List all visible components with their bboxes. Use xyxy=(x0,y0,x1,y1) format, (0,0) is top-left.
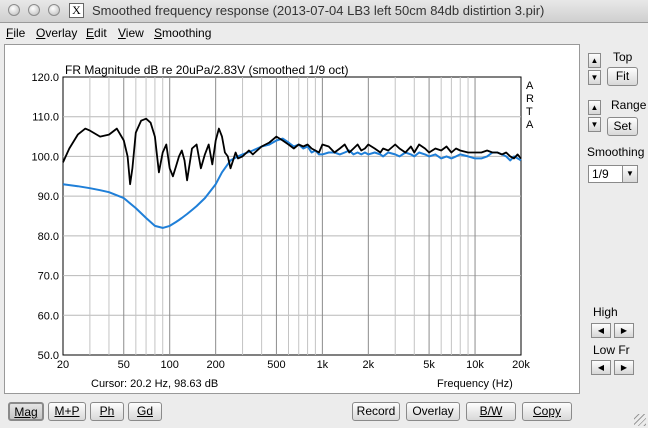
smoothing-value: 1/9 xyxy=(592,167,609,181)
window-title: Smoothed frequency response (2013-07-04 … xyxy=(92,3,545,18)
lowfr-left-button[interactable]: ◀ xyxy=(591,360,611,375)
x-tick-label: 20 xyxy=(57,359,69,371)
x-tick-label: 10k xyxy=(466,359,484,371)
grid xyxy=(62,76,522,356)
y-tick-label: 80.0 xyxy=(38,231,59,243)
lowfr-label: Low Fr xyxy=(593,343,630,357)
top-up-button[interactable]: ▲ xyxy=(588,53,601,68)
close-window-button[interactable] xyxy=(8,4,20,16)
minimize-window-button[interactable] xyxy=(28,4,40,16)
y-tick-label: 120.0 xyxy=(31,72,59,84)
smoothing-label: Smoothing xyxy=(587,145,645,159)
set-button[interactable]: Set xyxy=(607,117,638,136)
x-tick-label: 500 xyxy=(267,359,285,371)
fit-button[interactable]: Fit xyxy=(607,67,638,86)
plot-title: FR Magnitude dB re 20uPa/2.83V (smoothed… xyxy=(65,63,349,77)
y-tick-label: 90.0 xyxy=(38,191,59,203)
y-tick-label: 70.0 xyxy=(38,271,59,283)
menu-file[interactable]: File xyxy=(6,26,26,40)
menu-overlay[interactable]: Overlay xyxy=(36,26,78,40)
top-down-button[interactable]: ▼ xyxy=(588,70,601,85)
x-tick-label: 50 xyxy=(118,359,130,371)
menu-view[interactable]: View xyxy=(118,26,144,40)
resize-grip-icon[interactable] xyxy=(634,414,646,426)
y-tick-labels: 120.0 110.0 100.0 90.0 80.0 70.0 60.0 50.0 xyxy=(31,72,59,362)
y-tick-label: 100.0 xyxy=(31,151,59,163)
y-tick-label: 50.0 xyxy=(38,350,59,362)
record-button[interactable]: Record xyxy=(352,402,400,421)
frequency-response-chart[interactable]: FR Magnitude dB re 20uPa/2.83V (smoothed… xyxy=(5,45,579,393)
top-label: Top xyxy=(613,50,633,64)
menu-edit[interactable]: Edit xyxy=(86,26,107,40)
y-tick-label: 110.0 xyxy=(32,112,59,124)
x-tick-label: 20k xyxy=(512,359,530,371)
range-down-button[interactable]: ▼ xyxy=(588,117,601,132)
phase-button[interactable]: Ph xyxy=(90,402,124,421)
cursor-readout: Cursor: 20.2 Hz, 98.63 dB xyxy=(91,378,218,390)
bottom-toolbar: Mag M+P Ph Gd Record Overlay B/W Copy xyxy=(0,398,648,428)
plot-area-frame xyxy=(62,76,522,356)
range-label: Range xyxy=(611,98,647,112)
high-right-button[interactable]: ▶ xyxy=(614,323,634,338)
series-line-black xyxy=(62,117,522,186)
x-tick-label: 2k xyxy=(363,359,375,371)
copy-button[interactable]: Copy xyxy=(522,402,572,421)
range-up-button[interactable]: ▲ xyxy=(588,100,601,115)
x-tick-label: 100 xyxy=(161,359,179,371)
bw-button[interactable]: B/W xyxy=(466,402,516,421)
plot-panel[interactable]: FR Magnitude dB re 20uPa/2.83V (smoothed… xyxy=(4,44,580,394)
overlay-button[interactable]: Overlay xyxy=(406,402,460,421)
x-app-icon: X xyxy=(69,3,84,18)
title-bar: X Smoothed frequency response (2013-07-0… xyxy=(0,0,648,23)
x-tick-labels: 20 50 100 200 500 1k 2k 5k 10k 20k xyxy=(57,359,530,371)
group-delay-button[interactable]: Gd xyxy=(128,402,162,421)
mag-phase-button[interactable]: M+P xyxy=(48,402,86,421)
brand-letter-t: T xyxy=(526,106,533,118)
series-layer xyxy=(62,117,522,229)
x-tick-label: 5k xyxy=(423,359,435,371)
chevron-down-icon: ▼ xyxy=(622,166,637,182)
high-left-button[interactable]: ◀ xyxy=(591,323,611,338)
x-tick-label: 200 xyxy=(206,359,224,371)
lowfr-right-button[interactable]: ▶ xyxy=(614,360,634,375)
smoothing-select[interactable]: 1/9 ▼ xyxy=(588,165,638,183)
menu-smoothing[interactable]: Smoothing xyxy=(154,26,212,40)
brand-letter-a1: A xyxy=(526,80,534,92)
zoom-window-button[interactable] xyxy=(48,4,60,16)
brand-letter-a2: A xyxy=(526,119,534,131)
brand-letter-r: R xyxy=(526,93,534,105)
menu-bar: File Overlay Edit View Smoothing xyxy=(0,23,648,41)
x-axis-label: Frequency (Hz) xyxy=(437,378,513,390)
y-tick-label: 60.0 xyxy=(38,310,59,322)
high-label: High xyxy=(593,305,618,319)
x-tick-label: 1k xyxy=(317,359,329,371)
mag-button[interactable]: Mag xyxy=(8,402,44,421)
